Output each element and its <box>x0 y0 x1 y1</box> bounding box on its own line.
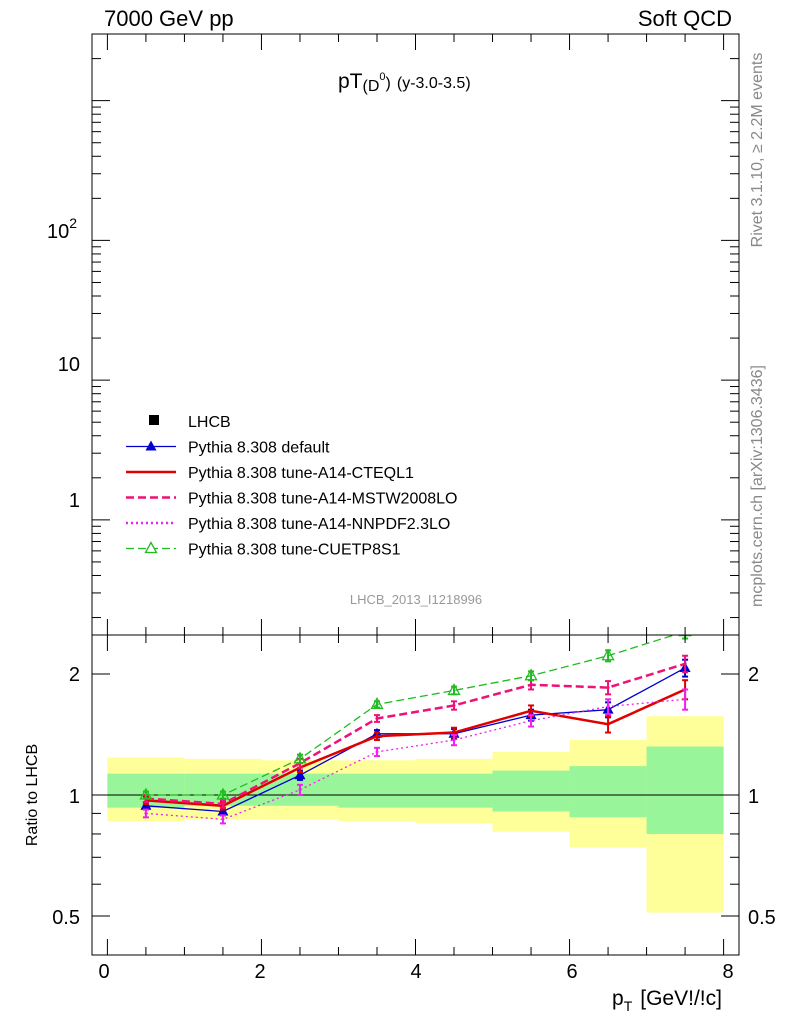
legend-entry-1: Pythia 8.308 default <box>126 440 330 457</box>
series-line <box>145 688 686 808</box>
data-point <box>606 705 610 709</box>
data-point <box>606 722 610 726</box>
ratio-xtick-2: 2 <box>254 961 265 983</box>
data-point <box>529 719 533 723</box>
ratio-xtick-0: 0 <box>98 961 109 983</box>
legend-marker <box>149 415 159 425</box>
legend-entry-5: Pythia 8.308 tune-CUETP8S1 <box>126 541 401 559</box>
main-ytick-label-10: 10 <box>58 354 80 376</box>
main-panel: 1 10 102 pT(D0) (y-3.0-3.5) LHCB Pythia 8.… <box>47 33 740 636</box>
legend-marker <box>145 440 157 451</box>
series-3 <box>142 688 689 825</box>
series-line <box>145 662 686 806</box>
ratio-y-label: Ratio to LHCB <box>24 744 41 846</box>
main-y-ticks <box>92 33 739 619</box>
legend-label: Pythia 8.308 tune-A14-CTEQL1 <box>188 465 414 482</box>
ratio-ticks <box>92 635 739 956</box>
data-point <box>294 769 306 780</box>
ratio-ytick-left-1: 1 <box>69 786 80 808</box>
main-ytick-label-100: 102 <box>47 215 77 243</box>
x-axis-label: pT [GeV!/!c] <box>612 987 722 1014</box>
legend-entry-3: Pythia 8.308 tune-A14-MSTW2008LO <box>126 491 457 508</box>
legend-label: Pythia 8.308 tune-CUETP8S1 <box>188 542 401 559</box>
data-point <box>524 668 538 681</box>
data-point <box>529 683 533 687</box>
series-2 <box>142 654 689 809</box>
ratio-xtick-4: 4 <box>410 961 421 983</box>
series-line <box>145 698 686 820</box>
legend-entry-0: LHCB <box>149 414 231 431</box>
data-point <box>221 817 225 821</box>
data-point <box>601 648 615 661</box>
data-point <box>452 738 456 742</box>
data-point <box>293 751 307 764</box>
data-point <box>216 787 230 800</box>
ratio-ytick-left-0: 0.5 <box>52 907 80 929</box>
legend-label: Pythia 8.308 default <box>188 440 330 457</box>
band-inner <box>338 773 416 808</box>
data-point <box>447 683 461 696</box>
ratio-xtick-6: 6 <box>566 961 577 983</box>
ratio-ytick-right-0: 0.5 <box>748 907 776 929</box>
data-point <box>452 703 456 707</box>
data-point <box>683 662 687 666</box>
main-ytick-label-1: 1 <box>69 490 80 512</box>
band-inner <box>415 773 493 808</box>
main-ytick-exponent: 2 <box>69 215 77 231</box>
data-point <box>452 731 456 735</box>
band-inner <box>492 770 570 812</box>
legend-entry-2: Pythia 8.308 tune-A14-CTEQL1 <box>126 465 414 482</box>
data-point <box>221 802 225 806</box>
ratio-series <box>139 635 692 825</box>
data-point <box>375 716 379 720</box>
uncertainty-bands <box>107 716 724 913</box>
main-x-ticks <box>106 34 725 635</box>
legend-label: Pythia 8.308 tune-A14-MSTW2008LO <box>188 491 457 508</box>
legend: LHCB Pythia 8.308 default Pythia 8.308 tun… <box>126 414 457 559</box>
watermark: LHCB_2013_I1218996 <box>350 592 482 607</box>
ratio-xtick-8: 8 <box>722 961 733 983</box>
header-left: 7000 GeV pp <box>104 6 234 31</box>
data-point <box>683 697 687 701</box>
ratio-ytick-right-2: 2 <box>748 664 759 686</box>
data-point <box>529 709 533 713</box>
main-title: pT(D0) (y-3.0-3.5) <box>338 70 471 95</box>
ratio-ytick-right-1: 1 <box>748 786 759 808</box>
ratio-ytick-left-2: 2 <box>69 664 80 686</box>
series-line <box>145 635 677 796</box>
data-point <box>298 788 302 792</box>
side-label-rivet: Rivet 3.1.10, ≥ 2.2M events <box>749 53 766 248</box>
data-point <box>375 750 379 754</box>
header-right: Soft QCD <box>637 6 732 31</box>
band-inner <box>646 746 724 834</box>
series-4 <box>139 635 692 800</box>
ratio-panel: 0.5 1 2 0.5 1 2 0 2 4 6 8 pT [GeV!/!c] Ra… <box>24 634 776 1014</box>
data-point <box>139 787 153 800</box>
data-point <box>144 811 148 815</box>
legend-marker <box>144 541 158 554</box>
data-point <box>375 734 379 738</box>
legend-entry-4: Pythia 8.308 tune-A14-NNPDF2.3LO <box>126 516 450 533</box>
legend-label: LHCB <box>188 414 231 431</box>
legend-label: Pythia 8.308 tune-A14-NNPDF2.3LO <box>188 516 450 533</box>
side-label-mcplots: mcplots.cern.ch [arXiv:1306.3436] <box>749 365 766 607</box>
data-point <box>606 686 610 690</box>
data-point <box>370 697 384 710</box>
band-inner <box>569 766 647 818</box>
